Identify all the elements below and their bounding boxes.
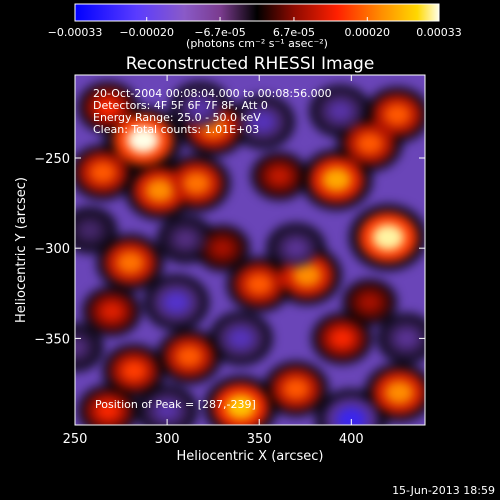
colorbar-tick-label: −0.00020 [119, 26, 174, 39]
source-core [225, 394, 256, 420]
x-tick-label: 350 [247, 432, 272, 447]
source-core [182, 171, 211, 195]
x-tick-label: 250 [63, 432, 88, 447]
source-core [211, 238, 234, 258]
source-core [249, 111, 276, 133]
source-core [292, 263, 322, 287]
source-core [227, 327, 254, 350]
colorbar-tick-label: 6.7e-05 [273, 26, 315, 39]
y-tick-label: −350 [34, 332, 70, 347]
x-tick-label: 400 [339, 432, 364, 447]
colorbar-unit-label: (photons cm⁻² s⁻¹ asec⁻²) [186, 37, 328, 50]
source-core [394, 328, 419, 349]
plot-frame [74, 74, 426, 426]
source-core [245, 273, 273, 296]
source-core [321, 167, 352, 192]
source-core [173, 229, 198, 249]
colorbar-gradient [75, 4, 439, 21]
source-core [336, 407, 367, 425]
source-core [372, 224, 405, 251]
source-core [356, 132, 384, 155]
colorbar-tick-label: 0.00033 [416, 26, 462, 39]
colorbar-tick-label: −6.7e-05 [194, 26, 245, 39]
source-core [95, 400, 121, 421]
source-core [267, 166, 292, 186]
x-tick-label: 300 [155, 432, 180, 447]
colorbar-ticks: −0.00033 −0.00020 −6.7e-05 6.7e-05 0.00020 0.… [48, 17, 462, 39]
source-core [282, 377, 310, 400]
annotation-clean: Clean: Total counts: 1.01E+03 [93, 123, 259, 136]
source-core [187, 97, 213, 118]
source-core [75, 337, 87, 357]
source-core [116, 251, 145, 274]
annotation-peak: Position of Peak = [287,-239] [95, 398, 256, 411]
source-core [126, 126, 160, 154]
source-core [145, 178, 175, 203]
colorbar-frame [74, 3, 440, 22]
source-core [154, 400, 180, 421]
source-core [78, 220, 102, 240]
source-core [162, 291, 190, 314]
source-core [358, 293, 382, 312]
axis-ticks: 250 300 350 400 −250 −300 −350 [34, 75, 425, 447]
plot-area: 250 300 350 400 −250 −300 −350 [34, 74, 426, 447]
y-axis-label: Heliocentric Y (arcsec) [14, 177, 29, 323]
source-core [384, 380, 414, 405]
source-core [120, 360, 147, 382]
image-annotations: 20-Oct-2004 00:08:04.000 to 00:08:56.000… [93, 87, 332, 411]
annotation-time: 20-Oct-2004 00:08:04.000 to 00:08:56.000 [93, 87, 332, 100]
x-axis-label: Heliocentric X (arcsec) [177, 449, 324, 464]
y-tick-label: −300 [34, 242, 70, 257]
y-tick-label: −250 [34, 152, 70, 167]
colorbar: −0.00033 −0.00020 −6.7e-05 6.7e-05 0.00020 0.… [48, 3, 462, 50]
chart-title: Reconstructed RHESSI Image [126, 54, 375, 74]
colorbar-tick-label: −0.00033 [48, 26, 103, 39]
annotation-energy: Energy Range: 25.0 - 50.0 keV [93, 111, 261, 124]
footer-date: 15-Jun-2013 18:59 [392, 484, 495, 497]
source-core [327, 100, 353, 122]
source-core [95, 97, 121, 118]
annotation-detectors: Detectors: 4F 5F 6F 7F 8F, Att 0 [93, 99, 268, 112]
image-sources [75, 81, 425, 425]
source-core [383, 103, 411, 126]
source-core [283, 238, 309, 259]
source-core [329, 328, 355, 349]
source-core [99, 301, 124, 322]
source-core [89, 161, 117, 184]
colorbar-tick-label: 0.00020 [345, 26, 391, 39]
source-core [175, 345, 203, 368]
